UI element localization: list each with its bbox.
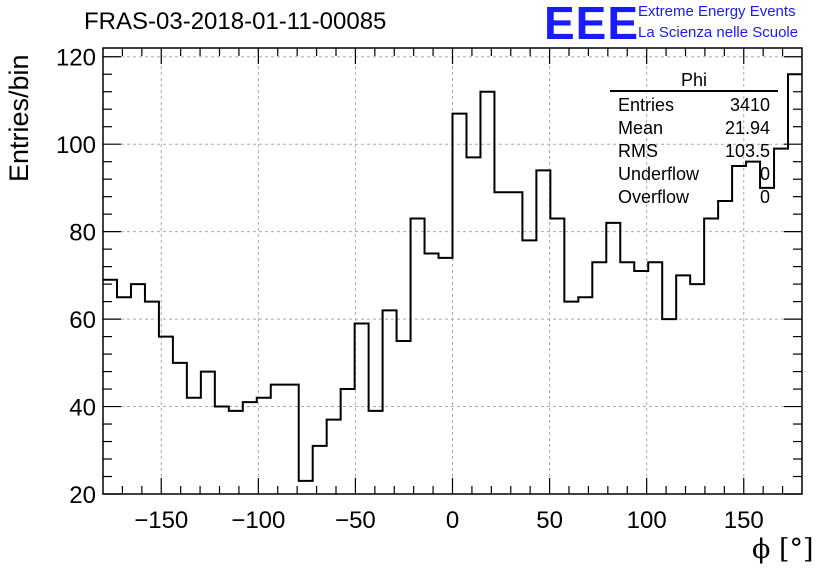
stats-title: Phi — [610, 70, 778, 92]
x-axis-label: ϕ [°] — [752, 534, 814, 565]
chart-title: FRAS-03-2018-01-11-00085 — [84, 8, 387, 35]
y-tick-label: 100 — [56, 132, 96, 159]
stats-label: Mean — [618, 118, 664, 138]
x-tick-label: 50 — [536, 507, 563, 534]
stats-value: 0 — [759, 164, 770, 184]
y-tick-label: 60 — [69, 307, 96, 334]
y-tick-label: 40 — [69, 395, 96, 422]
stats-label: Entries — [618, 95, 675, 115]
stats-row: Mean 21.94 — [610, 117, 778, 140]
stats-row: Overflow 0 — [610, 186, 778, 209]
x-tick-label: 0 — [446, 507, 459, 534]
histogram-series — [103, 73, 802, 482]
y-tick-label: 120 — [56, 45, 96, 72]
stats-row: Underflow 0 — [610, 163, 778, 186]
eee-logo: EEE — [544, 0, 640, 49]
x-tick-label: −150 — [134, 507, 188, 534]
x-tick-label: −100 — [231, 507, 285, 534]
stats-label: RMS — [618, 141, 658, 161]
stats-row: Entries 3410 — [610, 94, 778, 117]
stats-value: 103.5 — [724, 141, 770, 161]
x-tick-label: −50 — [335, 507, 376, 534]
histogram-line — [103, 73, 802, 482]
stats-row: RMS 103.5 — [610, 140, 778, 163]
stats-value: 3410 — [729, 95, 770, 115]
logo-line-2: La Scienza nelle Scuole — [638, 24, 799, 41]
stats-value: 21.94 — [724, 118, 770, 138]
x-tick-label: 150 — [724, 507, 764, 534]
logo-line-1: Extreme Energy Events — [638, 3, 796, 20]
axis-tick-labels: −150 −100 −50 0 50 100 150 20 40 60 80 100 120 — [56, 45, 764, 534]
y-axis-label: Entries/bin — [4, 54, 34, 182]
x-tick-label: 100 — [627, 507, 667, 534]
y-tick-label: 80 — [69, 220, 96, 247]
y-tick-label: 20 — [69, 482, 96, 509]
axis-ticks — [103, 48, 802, 495]
stats-box: Phi Entries 3410 Mean 21.94 RMS 103.5 Un… — [610, 70, 778, 209]
stats-label: Underflow — [618, 164, 700, 184]
stats-label: Overflow — [618, 187, 690, 207]
stats-value: 0 — [759, 187, 770, 207]
